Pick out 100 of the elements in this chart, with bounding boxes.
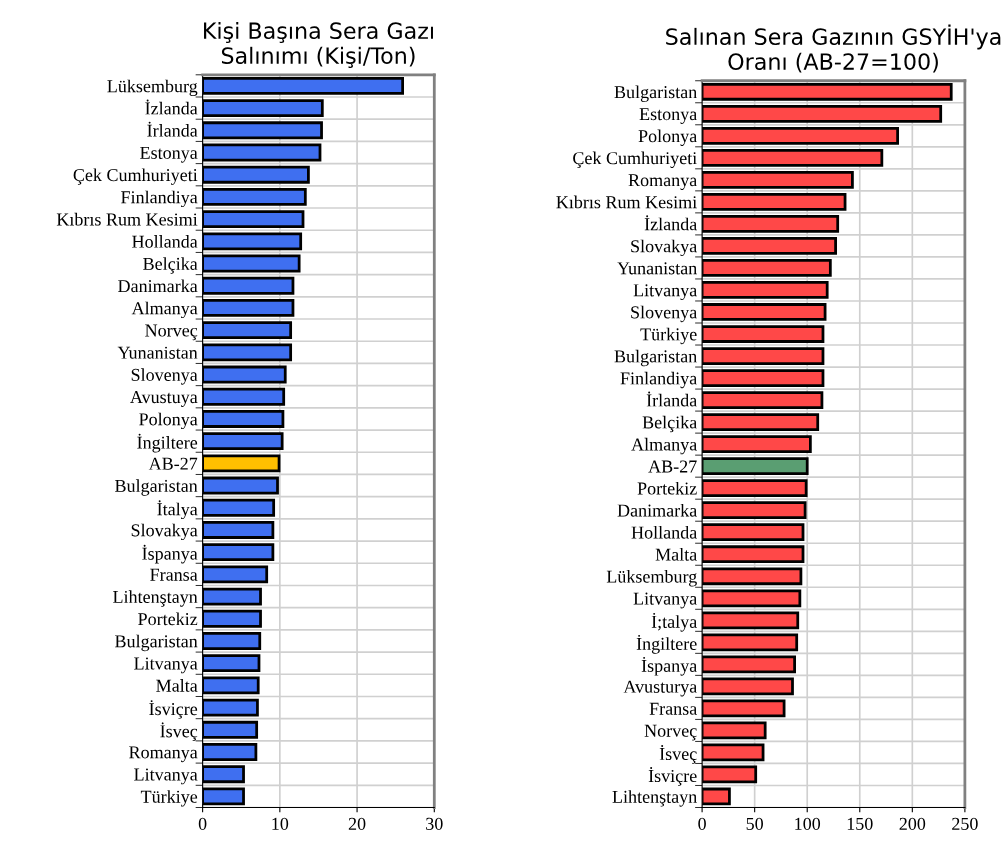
bar bbox=[202, 143, 322, 162]
bar bbox=[202, 521, 275, 539]
bar bbox=[202, 632, 262, 650]
y-tick-label: İzlanda bbox=[145, 99, 198, 115]
y-tick-label: Lihtenştayn bbox=[612, 790, 697, 807]
bar bbox=[202, 654, 261, 673]
y-tick-label: Bulgaristan bbox=[115, 479, 198, 496]
y-tick-label: Estonya bbox=[639, 108, 697, 124]
y-tick-label: Hollanda bbox=[631, 525, 697, 539]
y-tick-label: Slovakya bbox=[131, 523, 198, 541]
y-tick-label: Almanya bbox=[631, 437, 697, 455]
y-tick-label: Belçika bbox=[143, 257, 198, 274]
bar bbox=[202, 720, 259, 739]
y-tick-label: Danimarka bbox=[617, 503, 697, 517]
y-tick-label: Almanya bbox=[131, 301, 198, 319]
chart-title: Salınan Sera Gazının GSYİH'ya Oranı (AB-27=100) bbox=[666, 24, 1001, 73]
y-tick-label: Finlandiya bbox=[121, 190, 198, 208]
y-tick-label: İngiltere bbox=[636, 634, 697, 654]
y-tick-label: AB-27 bbox=[148, 457, 198, 470]
y-tick-label: Avusturya bbox=[623, 680, 697, 697]
y-tick-label: Portekiz bbox=[637, 481, 697, 495]
bar bbox=[202, 609, 262, 628]
bar bbox=[202, 432, 284, 451]
bar bbox=[202, 365, 287, 384]
y-tick-label: Kıbrıs Rum Kesimi bbox=[56, 212, 198, 226]
y-tick-label: Slovenya bbox=[131, 368, 198, 385]
y-tick-label: Lihtenştayn bbox=[113, 590, 198, 607]
bar bbox=[202, 254, 301, 273]
y-tick-label: İsviçre bbox=[648, 767, 697, 786]
bar bbox=[202, 565, 269, 584]
y-tick-label: Kıbrıs Rum Kesimi bbox=[556, 195, 697, 209]
bar bbox=[202, 787, 245, 806]
y-tick-label: Romanya bbox=[129, 746, 198, 763]
y-tick-label: Portekiz bbox=[138, 612, 198, 626]
y-tick-label: Slovenya bbox=[631, 305, 697, 323]
bar bbox=[202, 587, 262, 606]
y-tick-label: Belçika bbox=[642, 415, 697, 433]
y-tick-label: İrlanda bbox=[646, 391, 697, 407]
x-tick-label: 200 bbox=[899, 817, 926, 830]
y-tick-label: İsviçre bbox=[149, 700, 198, 719]
y-tick-label: Norveç bbox=[644, 724, 697, 741]
y-tick-label: Finlandiya bbox=[620, 371, 697, 389]
y-tick-label: Yunanistan bbox=[117, 346, 198, 359]
x-tick-label: 250 bbox=[952, 817, 978, 830]
bar bbox=[202, 232, 303, 251]
bar bbox=[202, 298, 295, 317]
y-tick-label: Hollanda bbox=[132, 235, 198, 248]
x-tick-label: 50 bbox=[746, 817, 763, 830]
x-tick-label: 0 bbox=[198, 817, 207, 830]
y-tick-label: Polonya bbox=[638, 129, 697, 146]
y-tick-label: Yunanistan bbox=[617, 262, 697, 275]
chart-title: Kişi Başına Sera Gazı Salınımı (Kişi/Ton) bbox=[204, 21, 433, 68]
bar bbox=[202, 210, 305, 229]
y-tick-label: Bulgaristan bbox=[614, 85, 697, 102]
bar bbox=[202, 676, 260, 695]
bar bbox=[202, 321, 293, 340]
y-tick-label: Türkiye bbox=[640, 327, 697, 345]
y-tick-label: Litvanya bbox=[633, 592, 697, 609]
y-tick-label: İspanya bbox=[142, 544, 198, 564]
bar bbox=[202, 165, 310, 184]
y-tick-label: Lüksemburg bbox=[107, 79, 198, 97]
bar bbox=[202, 543, 275, 562]
bar bbox=[202, 698, 259, 717]
y-tick-label: Avustuya bbox=[130, 391, 198, 407]
bar bbox=[202, 276, 295, 295]
y-tick-label: Fransa bbox=[150, 568, 198, 581]
bar bbox=[202, 476, 279, 495]
y-tick-label: Polonya bbox=[139, 412, 198, 430]
y-tick-label: Çek Cumhuriyeti bbox=[73, 168, 198, 185]
y-tick-label: Bulgaristan bbox=[115, 634, 198, 652]
y-tick-label: Estonya bbox=[140, 146, 198, 163]
bar bbox=[202, 187, 307, 206]
bar bbox=[202, 410, 285, 428]
y-tick-label: Litvanya bbox=[134, 768, 198, 785]
y-tick-label: Türkiye bbox=[140, 790, 198, 807]
bar bbox=[202, 765, 245, 784]
y-tick-label: Norveç bbox=[145, 324, 198, 341]
bar bbox=[202, 387, 286, 406]
y-tick-label: Malta bbox=[156, 679, 198, 692]
y-tick-label: Lüksemburg bbox=[606, 570, 697, 587]
y-tick-label: İrlanda bbox=[147, 121, 198, 137]
bar bbox=[202, 454, 281, 473]
bar bbox=[202, 343, 293, 362]
y-tick-label: Litvanya bbox=[633, 284, 697, 301]
y-tick-label: Çek Cumhuriyeti bbox=[573, 151, 697, 168]
y-tick-label: İ;talya bbox=[651, 612, 697, 632]
y-tick-label: Malta bbox=[655, 547, 697, 561]
y-tick-label: Romanya bbox=[628, 174, 697, 190]
y-tick-label: İsveç bbox=[160, 722, 198, 742]
x-tick-label: 10 bbox=[272, 817, 289, 830]
bar bbox=[202, 76, 405, 95]
y-tick-label: Fransa bbox=[649, 702, 697, 715]
y-tick-label: Litvanya bbox=[134, 657, 198, 674]
x-tick-label: 0 bbox=[698, 817, 706, 830]
x-tick-label: 150 bbox=[847, 817, 873, 830]
bar bbox=[202, 498, 276, 517]
x-tick-label: 100 bbox=[795, 817, 821, 830]
y-tick-label: Bulgaristan bbox=[614, 349, 697, 367]
bar bbox=[202, 99, 324, 118]
x-tick-label: 20 bbox=[348, 817, 366, 830]
